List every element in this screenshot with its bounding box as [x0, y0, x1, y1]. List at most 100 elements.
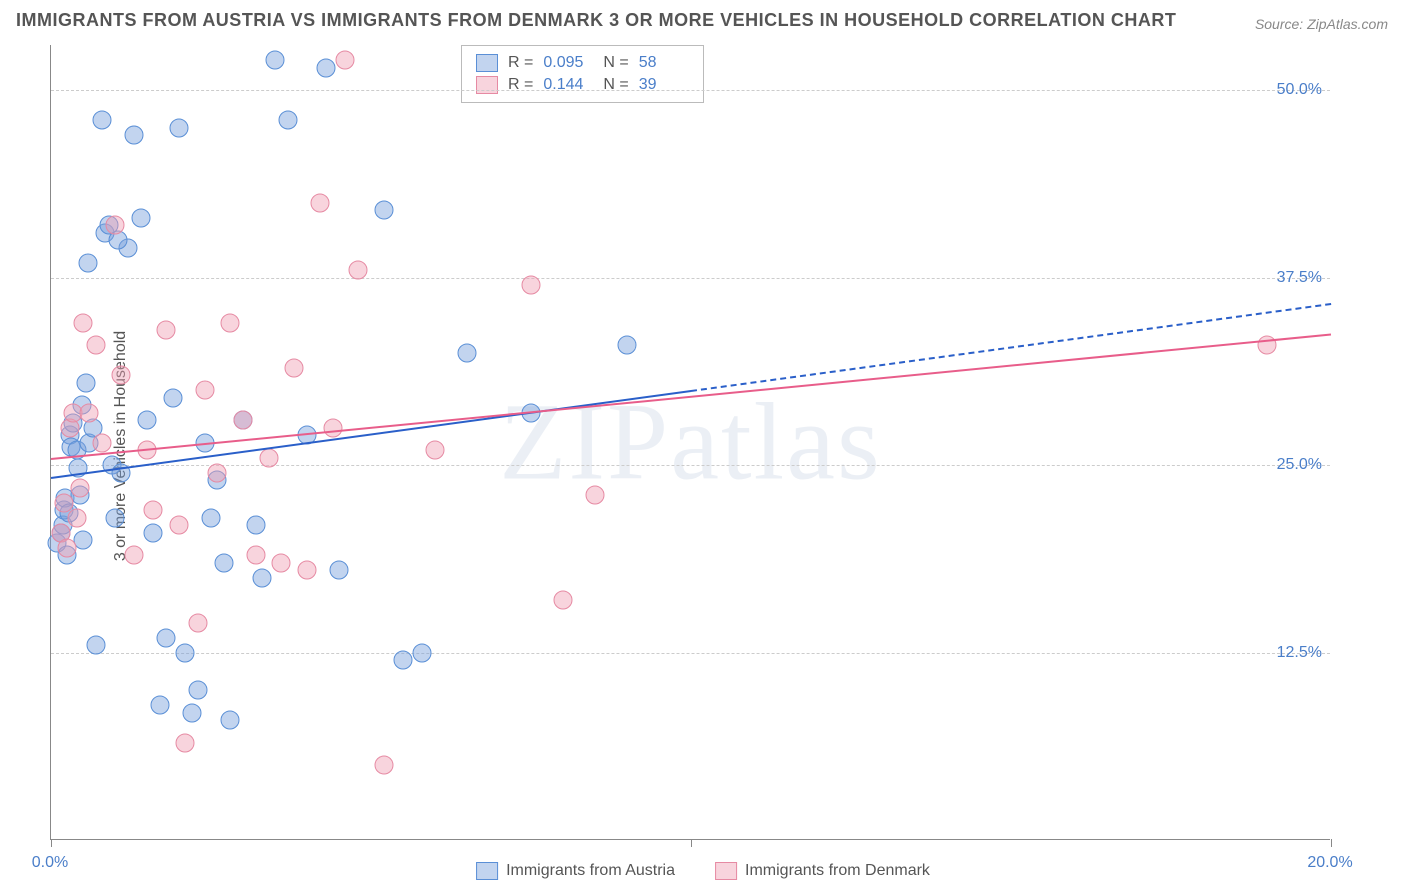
data-point: [79, 253, 98, 272]
legend-swatch: [476, 54, 498, 72]
data-point: [426, 441, 445, 460]
data-point: [131, 208, 150, 227]
data-point: [176, 643, 195, 662]
data-point: [214, 553, 233, 572]
y-tick-label: 50.0%: [1277, 81, 1322, 99]
data-point: [93, 111, 112, 130]
data-point: [298, 561, 317, 580]
data-point: [144, 523, 163, 542]
data-point: [266, 51, 285, 70]
data-point: [374, 756, 393, 775]
data-point: [144, 501, 163, 520]
data-point: [189, 681, 208, 700]
data-point: [336, 51, 355, 70]
legend-swatch: [715, 862, 737, 880]
data-point: [272, 553, 291, 572]
x-tick-label: 20.0%: [1307, 854, 1352, 872]
data-point: [106, 216, 125, 235]
data-point: [80, 403, 99, 422]
data-point: [554, 591, 573, 610]
data-point: [246, 516, 265, 535]
data-point: [112, 366, 131, 385]
n-label: N =: [603, 76, 628, 94]
data-point: [93, 433, 112, 452]
data-point: [221, 313, 240, 332]
data-point: [285, 358, 304, 377]
data-point: [170, 118, 189, 137]
data-point: [246, 546, 265, 565]
y-tick-label: 37.5%: [1277, 269, 1322, 287]
data-point: [374, 201, 393, 220]
data-point: [278, 111, 297, 130]
n-value: 58: [639, 54, 689, 72]
source-attribution: Source: ZipAtlas.com: [1255, 16, 1388, 32]
x-tick: [1331, 839, 1332, 847]
x-tick: [691, 839, 692, 847]
data-point: [157, 628, 176, 647]
data-point: [202, 508, 221, 527]
data-point: [618, 336, 637, 355]
data-point: [259, 448, 278, 467]
r-value: 0.144: [543, 76, 593, 94]
data-point: [86, 336, 105, 355]
data-point: [522, 276, 541, 295]
chart-title: IMMIGRANTS FROM AUSTRIA VS IMMIGRANTS FR…: [16, 10, 1176, 31]
data-point: [253, 568, 272, 587]
data-point: [86, 636, 105, 655]
data-point: [221, 711, 240, 730]
data-point: [163, 388, 182, 407]
trend-line: [51, 333, 1331, 459]
data-point: [125, 546, 144, 565]
legend-item: Immigrants from Austria: [476, 862, 675, 880]
gridline: [51, 653, 1330, 654]
y-tick-label: 25.0%: [1277, 456, 1322, 474]
gridline: [51, 465, 1330, 466]
legend-label: Immigrants from Austria: [506, 862, 675, 880]
data-point: [413, 643, 432, 662]
data-point: [150, 696, 169, 715]
data-point: [586, 486, 605, 505]
data-point: [182, 703, 201, 722]
gridline: [51, 90, 1330, 91]
data-point: [67, 508, 86, 527]
data-point: [349, 261, 368, 280]
correlation-legend: R = 0.095 N = 58 R = 0.144 N = 39: [461, 45, 704, 103]
data-point: [189, 613, 208, 632]
data-point: [176, 733, 195, 752]
legend-label: Immigrants from Denmark: [745, 862, 930, 880]
gridline: [51, 278, 1330, 279]
n-value: 39: [639, 76, 689, 94]
data-point: [58, 538, 77, 557]
data-point: [125, 126, 144, 145]
legend-swatch: [476, 76, 498, 94]
x-tick: [51, 839, 52, 847]
r-label: R =: [508, 54, 533, 72]
data-point: [195, 381, 214, 400]
data-point: [77, 373, 96, 392]
y-tick-label: 12.5%: [1277, 644, 1322, 662]
data-point: [70, 478, 89, 497]
data-point: [310, 193, 329, 212]
data-point: [458, 343, 477, 362]
n-label: N =: [603, 54, 628, 72]
r-label: R =: [508, 76, 533, 94]
data-point: [74, 313, 93, 332]
x-tick-label: 0.0%: [32, 854, 68, 872]
data-point: [234, 411, 253, 430]
data-point: [317, 58, 336, 77]
data-point: [138, 411, 157, 430]
legend-swatch: [476, 862, 498, 880]
legend-item: Immigrants from Denmark: [715, 862, 930, 880]
data-point: [106, 508, 125, 527]
data-point: [394, 651, 413, 670]
r-value: 0.095: [543, 54, 593, 72]
legend-row: R = 0.144 N = 39: [476, 74, 689, 96]
data-point: [208, 463, 227, 482]
data-point: [323, 418, 342, 437]
data-point: [330, 561, 349, 580]
legend-row: R = 0.095 N = 58: [476, 52, 689, 74]
data-point: [157, 321, 176, 340]
trend-line: [691, 303, 1331, 392]
data-point: [170, 516, 189, 535]
series-legend: Immigrants from Austria Immigrants from D…: [476, 862, 930, 880]
